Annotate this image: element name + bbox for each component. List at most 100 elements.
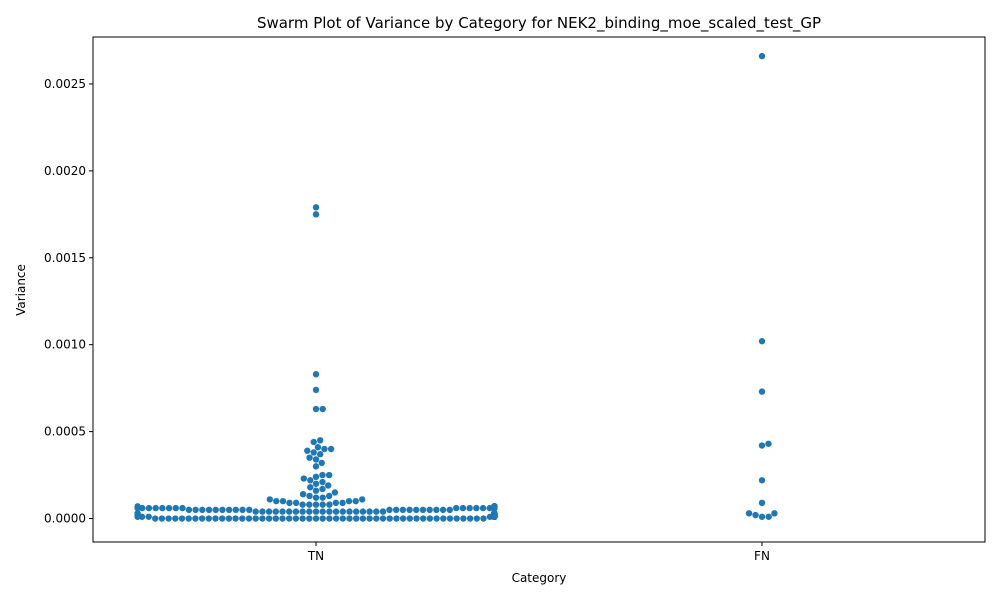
data-point-tn: [319, 485, 326, 493]
data-point-tn: [312, 473, 320, 481]
data-point-tn: [319, 501, 326, 508]
data-point-tn: [239, 506, 246, 514]
data-point-tn: [420, 515, 427, 522]
data-point-tn: [172, 515, 179, 522]
data-point-tn: [273, 497, 280, 505]
data-point-tn: [286, 515, 293, 522]
data-point-tn: [212, 515, 219, 522]
data-point-tn: [319, 405, 326, 413]
data-point-tn: [279, 515, 286, 522]
data-point-tn: [453, 504, 460, 512]
data-point-tn: [373, 508, 380, 515]
y-tick-label: 0.0015: [44, 251, 86, 265]
data-point-tn: [299, 501, 306, 508]
data-point-tn: [266, 496, 273, 503]
data-point-tn: [259, 508, 266, 515]
data-point-tn: [332, 515, 340, 522]
data-point-tn: [198, 515, 206, 522]
data-point-tn: [312, 386, 320, 394]
data-point-tn: [312, 211, 320, 218]
data-point-tn: [219, 506, 226, 514]
data-point-tn: [310, 449, 317, 456]
x-tick-label: FN: [754, 549, 770, 563]
data-point-tn: [152, 515, 159, 522]
data-point-tn: [272, 508, 279, 515]
data-point-tn: [446, 515, 454, 522]
data-point-tn: [312, 480, 320, 487]
data-point-tn: [386, 506, 393, 514]
data-point-tn: [159, 504, 166, 512]
data-point-tn: [205, 515, 212, 522]
data-point-tn: [307, 477, 314, 484]
data-point-fn: [745, 510, 753, 517]
data-point-tn: [373, 515, 380, 522]
data-point-tn: [152, 504, 159, 512]
data-point-tn: [259, 515, 266, 522]
data-point-tn: [314, 444, 322, 451]
data-point-tn: [319, 515, 326, 522]
data-point-tn: [346, 508, 353, 515]
data-point-tn: [392, 506, 400, 514]
data-point-tn: [319, 478, 326, 486]
data-point-tn: [225, 506, 233, 514]
data-point-tn: [145, 504, 153, 512]
x-axis: TN FN: [307, 542, 770, 563]
data-point-tn: [272, 515, 279, 522]
data-point-tn: [165, 515, 172, 522]
data-point-tn: [185, 506, 193, 514]
data-point-fn: [758, 388, 766, 395]
data-point-tn: [306, 492, 313, 500]
data-point-tn: [252, 515, 259, 522]
data-point-tn: [439, 506, 447, 514]
data-point-tn: [165, 504, 173, 512]
data-point-tn: [326, 501, 333, 508]
data-point-tn: [252, 508, 259, 515]
data-point-tn: [312, 508, 320, 515]
data-point-tn: [473, 515, 480, 522]
data-point-tn: [366, 508, 373, 515]
data-point-tn: [307, 484, 314, 491]
data-point-tn: [239, 515, 246, 522]
data-point-fn: [752, 511, 759, 519]
data-point-tn: [332, 499, 340, 507]
data-point-tn: [353, 508, 360, 515]
data-point-tn: [317, 451, 324, 458]
y-tick-label: 0.0010: [44, 338, 86, 352]
data-point-tn: [326, 508, 333, 515]
data-point-tn: [299, 515, 306, 522]
data-point-tn: [304, 447, 311, 454]
data-point-tn: [399, 506, 407, 514]
data-point-tn: [265, 515, 273, 522]
data-point-tn: [192, 515, 199, 522]
data-point-tn: [219, 515, 226, 522]
data-point-tn: [426, 506, 433, 514]
data-point-tn: [339, 499, 346, 507]
data-point-tn: [366, 515, 373, 522]
data-point-tn: [352, 497, 359, 505]
data-point-tn: [339, 515, 346, 522]
data-point-fn: [758, 513, 766, 520]
data-point-tn: [299, 490, 307, 498]
y-tick-label: 0.0000: [44, 512, 86, 526]
data-point-tn: [212, 506, 219, 514]
data-point-fn: [758, 338, 766, 345]
data-point-tn: [446, 506, 453, 514]
data-point-tn: [473, 504, 480, 512]
data-point-tn: [339, 508, 346, 515]
data-point-tn: [185, 515, 192, 522]
data-point-tn: [433, 515, 440, 522]
data-point-tn: [134, 510, 141, 517]
data-point-tn: [279, 497, 287, 505]
data-point-tn: [178, 515, 186, 522]
data-point-tn: [325, 492, 333, 500]
data-point-tn: [332, 508, 340, 515]
data-point-tn: [312, 515, 320, 522]
data-point-tn: [426, 515, 434, 522]
data-point-tn: [306, 501, 313, 508]
data-point-tn: [319, 471, 326, 479]
data-point-tn: [312, 405, 320, 413]
data-point-tn: [199, 506, 206, 514]
data-point-tn: [479, 504, 487, 512]
data-point-fn: [771, 510, 778, 517]
data-point-tn: [480, 515, 487, 522]
